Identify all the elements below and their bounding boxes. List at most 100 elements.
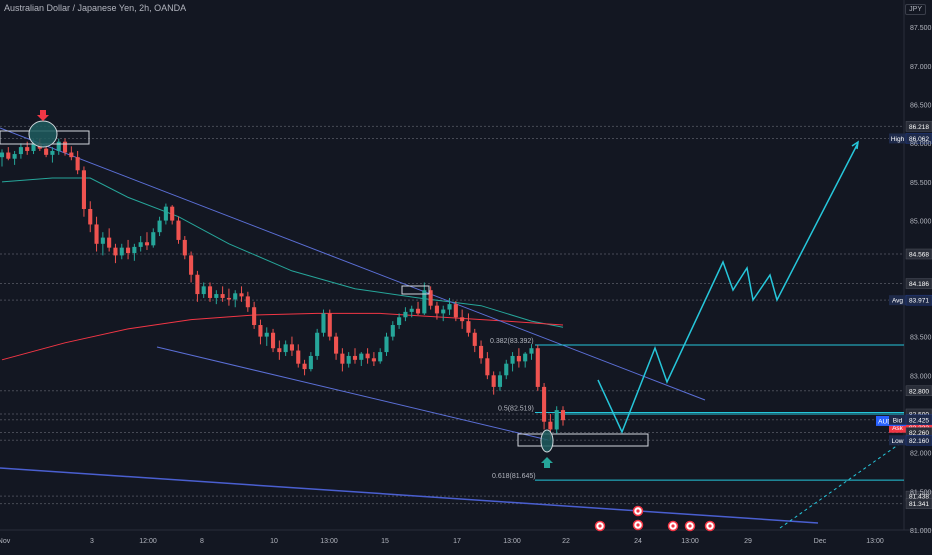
event-marker-icon[interactable] (704, 520, 716, 532)
candle-body[interactable] (422, 290, 427, 314)
candle-body[interactable] (523, 353, 528, 362)
candle-body[interactable] (62, 141, 68, 153)
candle-body[interactable] (18, 147, 23, 155)
candle-body[interactable] (384, 336, 389, 353)
candle-body[interactable] (283, 344, 288, 353)
mid-box[interactable] (401, 285, 430, 295)
candle-body[interactable] (315, 332, 320, 356)
candle-body[interactable] (201, 286, 206, 295)
candle-body[interactable] (466, 321, 471, 333)
candle-body[interactable] (12, 154, 17, 159)
candle-body[interactable] (132, 246, 137, 254)
candle-body[interactable] (75, 157, 80, 171)
candle-body[interactable] (195, 274, 200, 295)
candle-body[interactable] (409, 308, 414, 312)
candle-body[interactable] (119, 247, 124, 256)
candle-body[interactable] (81, 170, 86, 209)
candle-body[interactable] (548, 421, 553, 430)
candle-body[interactable] (113, 247, 118, 256)
candle-body[interactable] (334, 336, 339, 354)
candle-body[interactable] (352, 355, 358, 360)
candle-body[interactable] (302, 363, 307, 370)
candle-body[interactable] (460, 317, 465, 322)
long-support-line[interactable] (0, 467, 819, 524)
candle-body[interactable] (239, 293, 244, 297)
candle-body[interactable] (491, 375, 496, 387)
event-marker-icon[interactable] (684, 520, 696, 532)
candle-body[interactable] (94, 224, 99, 244)
candle-body[interactable] (397, 317, 402, 326)
dotted-projection-line[interactable] (779, 439, 906, 529)
candle-body[interactable] (56, 141, 61, 151)
currency-badge[interactable]: JPY (905, 4, 926, 15)
bottom-circle-marker[interactable] (540, 429, 554, 453)
candle-body[interactable] (6, 152, 11, 159)
candle-body[interactable] (207, 286, 213, 298)
candle-body[interactable] (359, 353, 364, 360)
candle-body[interactable] (214, 294, 219, 298)
candle-body[interactable] (258, 325, 263, 337)
candle-body[interactable] (434, 305, 439, 314)
ema-red-line[interactable] (1, 312, 564, 361)
candle-body[interactable] (453, 304, 458, 318)
candle-body[interactable] (252, 307, 257, 326)
candle-body[interactable] (144, 242, 150, 246)
candle-body[interactable] (88, 208, 93, 225)
candle-body[interactable] (0, 152, 5, 158)
candle-body[interactable] (390, 325, 395, 337)
candle-body[interactable] (69, 152, 74, 158)
candle-body[interactable] (479, 345, 484, 359)
candle-body[interactable] (182, 239, 187, 256)
candle-body[interactable] (447, 304, 452, 310)
candle-body[interactable] (371, 358, 376, 362)
candle-body[interactable] (346, 355, 351, 364)
lower-trendline[interactable] (156, 346, 549, 441)
candle-body[interactable] (510, 355, 515, 364)
bottom-box[interactable] (517, 433, 649, 447)
candle-body[interactable] (497, 375, 503, 387)
candle-body[interactable] (441, 309, 446, 314)
candle-body[interactable] (157, 220, 162, 233)
candle-body[interactable] (50, 150, 55, 155)
candle-body[interactable] (554, 410, 559, 430)
candle-body[interactable] (163, 206, 168, 221)
candle-body[interactable] (107, 237, 112, 248)
candle-body[interactable] (321, 313, 326, 333)
event-marker-icon[interactable] (632, 505, 644, 517)
candle-body[interactable] (378, 352, 383, 362)
candle-body[interactable] (529, 348, 534, 354)
candle-body[interactable] (516, 355, 521, 362)
candle-body[interactable] (170, 206, 175, 221)
candle-body[interactable] (138, 242, 143, 247)
candle-body[interactable] (403, 311, 408, 318)
candle-body[interactable] (220, 294, 225, 298)
event-marker-icon[interactable] (632, 519, 644, 531)
candle-body[interactable] (415, 308, 421, 314)
candle-body[interactable] (308, 355, 313, 370)
candle-body[interactable] (289, 344, 295, 351)
candle-body[interactable] (504, 363, 509, 376)
event-marker-icon[interactable] (594, 520, 606, 532)
candle-body[interactable] (327, 313, 332, 337)
candle-body[interactable] (44, 148, 49, 155)
projected-path[interactable] (597, 142, 859, 434)
candle-body[interactable] (176, 220, 181, 240)
candle-body[interactable] (485, 358, 490, 376)
candle-body[interactable] (472, 332, 477, 346)
candle-body[interactable] (245, 296, 250, 308)
event-marker-icon[interactable] (667, 520, 679, 532)
candle-body[interactable] (270, 332, 276, 349)
candle-body[interactable] (126, 247, 131, 254)
candle-body[interactable] (340, 353, 345, 364)
candle-body[interactable] (264, 332, 269, 337)
candle-body[interactable] (560, 410, 566, 421)
top-circle-marker[interactable] (28, 120, 58, 148)
candle-body[interactable] (151, 232, 156, 246)
candle-body[interactable] (365, 353, 370, 359)
candle-body[interactable] (189, 255, 194, 275)
candle-body[interactable] (296, 350, 301, 364)
upper-trendline[interactable] (0, 127, 706, 401)
candle-body[interactable] (277, 348, 282, 353)
